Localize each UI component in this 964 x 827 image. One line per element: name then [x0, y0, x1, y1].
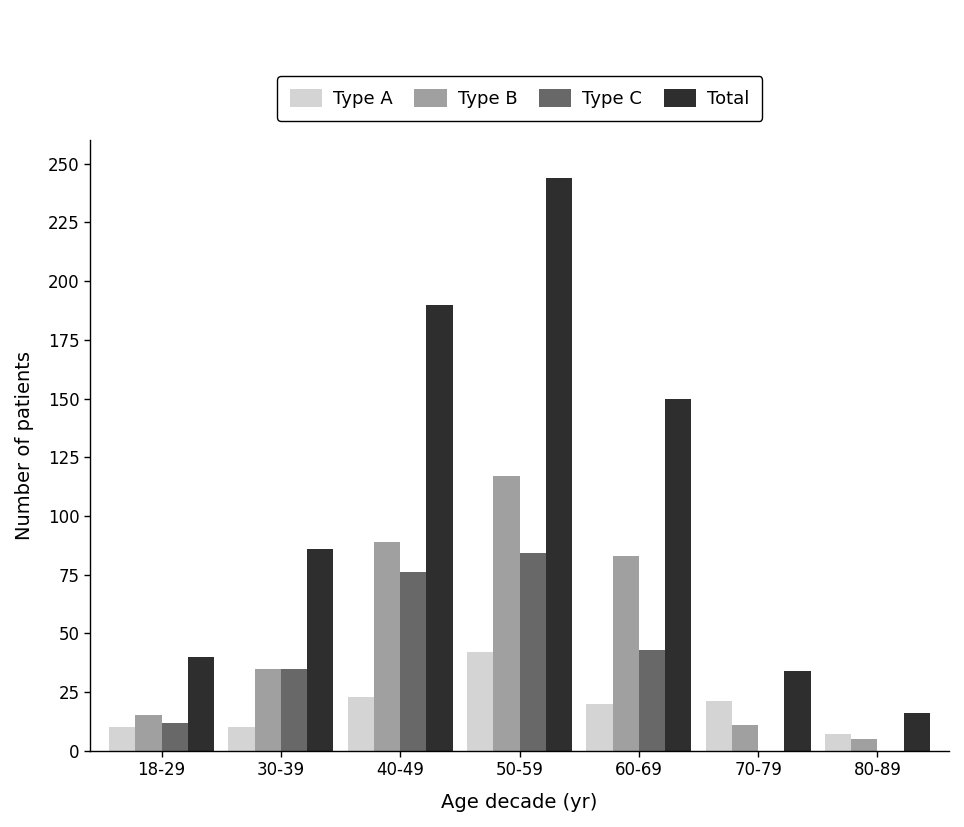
Bar: [109, 727, 135, 751]
Legend: Type A, Type B, Type C, Total: Type A, Type B, Type C, Total: [277, 76, 763, 121]
Bar: [546, 178, 572, 751]
Bar: [732, 725, 758, 751]
Bar: [308, 549, 334, 751]
Bar: [400, 572, 426, 751]
Bar: [348, 696, 374, 751]
Bar: [135, 715, 162, 751]
Bar: [162, 723, 188, 751]
Bar: [520, 553, 546, 751]
Bar: [494, 476, 520, 751]
Bar: [254, 668, 281, 751]
Bar: [426, 304, 453, 751]
Bar: [785, 671, 811, 751]
Bar: [639, 650, 665, 751]
X-axis label: Age decade (yr): Age decade (yr): [442, 793, 598, 812]
Bar: [374, 542, 400, 751]
Bar: [706, 701, 732, 751]
Bar: [228, 727, 254, 751]
Bar: [467, 652, 494, 751]
Bar: [188, 657, 214, 751]
Bar: [612, 556, 639, 751]
Y-axis label: Number of patients: Number of patients: [15, 351, 34, 540]
Bar: [851, 739, 877, 751]
Bar: [665, 399, 691, 751]
Bar: [281, 668, 308, 751]
Bar: [903, 713, 930, 751]
Bar: [825, 734, 851, 751]
Bar: [586, 704, 612, 751]
